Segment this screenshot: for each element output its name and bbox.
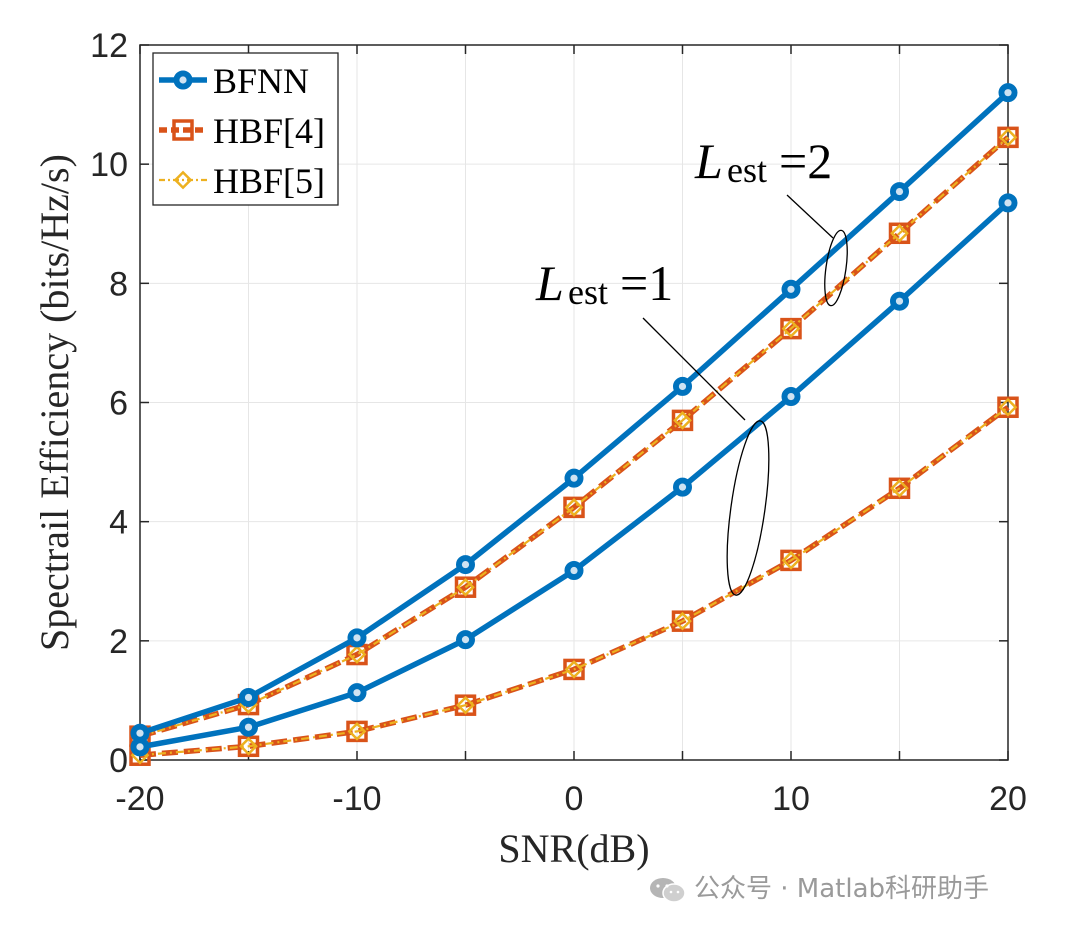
- data-point-center: [678, 382, 687, 391]
- series-layer: [129, 83, 1019, 766]
- x-tick-label: 20: [989, 780, 1027, 818]
- data-point-center: [1004, 89, 1012, 97]
- watermark-text: 公众号 · Matlab科研助手: [694, 874, 990, 904]
- data-point: [781, 319, 801, 338]
- annotation-ellipse: [726, 420, 770, 596]
- data-point-center: [244, 723, 253, 731]
- data-point-center: [353, 689, 361, 697]
- data-point: [998, 397, 1018, 417]
- annotation-letter: L: [535, 255, 564, 311]
- annotation-pointer: [642, 317, 746, 421]
- data-point-center: [895, 297, 904, 305]
- wechat-icon: [650, 877, 686, 903]
- data-point-center: [678, 483, 687, 491]
- x-tick-label: -20: [115, 780, 164, 818]
- x-tick-label: -10: [332, 780, 381, 818]
- annotation-value: =1: [620, 255, 673, 311]
- series-line: [139, 406, 1009, 757]
- y-tick-label: 10: [90, 146, 128, 184]
- data-point: [673, 611, 692, 631]
- data-point-center: [895, 187, 904, 196]
- data-point-center: [570, 566, 578, 575]
- data-point: [564, 660, 584, 679]
- legend-label: HBF[4]: [213, 111, 325, 151]
- data-point-center: [136, 729, 144, 737]
- axis-ticks: -20 -10 0 10 20 0 2 4 6 8 10 12: [90, 27, 1027, 818]
- y-tick-label: 4: [109, 504, 128, 542]
- annotation-value: =2: [779, 133, 832, 189]
- data-point: [673, 411, 692, 430]
- data-point-center: [787, 285, 795, 293]
- annotation-subscript: est: [568, 272, 608, 312]
- data-point: [564, 497, 584, 517]
- data-point: [781, 551, 801, 570]
- y-tick-label: 0: [109, 742, 128, 780]
- data-point-center: [461, 560, 470, 569]
- legend-marker: [173, 170, 193, 190]
- legend: BFNN HBF[4] HBF[5]: [152, 52, 339, 206]
- series-bfnn-l-est-1: [130, 193, 1018, 757]
- data-point-center: [461, 636, 470, 644]
- legend-label: BFNN: [213, 61, 309, 101]
- annotation-ellipse: [824, 229, 848, 307]
- data-point: [890, 478, 909, 498]
- annotation-pointer: [786, 194, 834, 239]
- series-bfnn-l-est-2: [130, 83, 1018, 743]
- data-point-center: [136, 743, 144, 751]
- data-point-center: [570, 474, 578, 482]
- grid: [139, 44, 1009, 761]
- legend-item-hbf-5-: HBF[5]: [159, 161, 325, 201]
- legend-marker-center: [179, 76, 187, 84]
- data-point: [456, 695, 475, 715]
- annotation-subscript: est: [727, 150, 767, 190]
- data-point: [998, 127, 1018, 147]
- series-line: [139, 135, 1010, 739]
- legend-marker: [172, 119, 194, 141]
- x-tick-label: 10: [772, 780, 810, 818]
- data-point: [456, 577, 475, 597]
- series-hbf-5--l-est-1: [130, 397, 1018, 765]
- x-axis-title: SNR(dB): [498, 826, 649, 871]
- data-point: [347, 645, 367, 664]
- y-axis-title: Spectrail Efficiency (bits/Hz/s): [32, 154, 77, 651]
- annotation-letter: L: [694, 133, 723, 189]
- data-point-center: [353, 634, 361, 642]
- data-point-center: [787, 392, 795, 401]
- data-point-center: [1004, 199, 1012, 207]
- legend-label: HBF[5]: [213, 161, 325, 201]
- legend-item-bfnn: BFNN: [159, 61, 309, 101]
- data-point: [890, 223, 909, 243]
- x-tick-label: 0: [565, 780, 584, 818]
- data-point-center: [244, 693, 253, 702]
- data-point: [239, 736, 258, 756]
- y-tick-label: 8: [109, 265, 128, 303]
- y-tick-label: 2: [109, 623, 128, 661]
- data-point: [347, 722, 367, 741]
- watermark: 公众号 · Matlab科研助手: [648, 868, 989, 905]
- y-tick-label: 6: [109, 385, 128, 423]
- y-tick-label: 12: [90, 27, 128, 65]
- legend-item-hbf-4-: HBF[4]: [159, 111, 325, 151]
